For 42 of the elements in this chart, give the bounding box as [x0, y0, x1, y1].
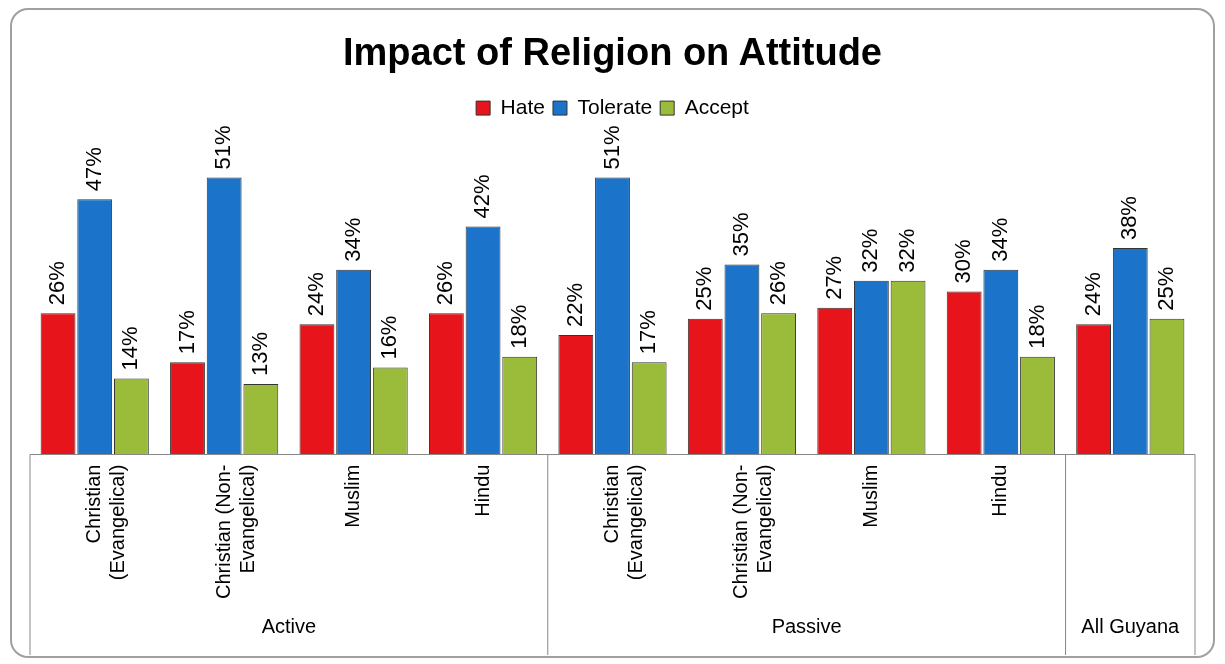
x-tick-label: Muslim	[858, 464, 881, 528]
text: Active	[261, 614, 317, 637]
data-label: 22%	[561, 282, 587, 328]
data-label: 38%	[1116, 196, 1142, 241]
data-label: 32%	[857, 228, 883, 273]
legend-label: Hate	[500, 94, 545, 118]
chart-title: Impact of Religion on Attitude	[343, 31, 882, 74]
data-label: 32%	[894, 228, 920, 273]
text: Passive	[771, 614, 842, 637]
x-tick-label: Christian (Evangelical)	[82, 464, 129, 581]
data-label: 26%	[432, 261, 458, 306]
data-label: 51%	[210, 125, 236, 170]
x-tick-label: Christian (Non-Evangelical)	[211, 464, 258, 599]
data-label: 27%	[820, 255, 846, 300]
data-label: 17%	[635, 310, 661, 355]
data-label: 47%	[80, 147, 106, 192]
data-label: 14%	[117, 326, 143, 371]
data-label: 24%	[303, 272, 328, 317]
data-label: 34%	[986, 217, 1012, 262]
x-tick-label: Muslim	[341, 464, 364, 528]
data-label: 25%	[1153, 266, 1179, 311]
legend-label: Accept	[684, 94, 750, 118]
x-tick-label: Christian (Evangelical)	[600, 464, 647, 581]
data-label: 35%	[728, 212, 754, 257]
text: All Guyana	[1081, 614, 1181, 637]
data-label: 16%	[376, 315, 402, 360]
data-label: 42%	[469, 174, 495, 219]
x-tick-label: Christian (Non-Evangelical)	[729, 464, 776, 599]
x-tick-label: Hindu	[470, 464, 493, 517]
x-tick-label: Hindu	[988, 464, 1011, 517]
data-label: 34%	[339, 217, 365, 262]
data-label: 24%	[1079, 272, 1105, 317]
data-label: 18%	[1023, 304, 1049, 349]
data-label: 26%	[44, 261, 70, 306]
data-label: 25%	[691, 266, 717, 311]
data-label: 18%	[505, 304, 531, 349]
data-label: 51%	[598, 125, 624, 170]
data-label: 13%	[246, 331, 272, 376]
data-label: 30%	[950, 239, 976, 284]
data-label: 26%	[764, 261, 790, 306]
data-label: 17%	[173, 310, 199, 355]
legend-label: Tolerate	[577, 94, 653, 118]
